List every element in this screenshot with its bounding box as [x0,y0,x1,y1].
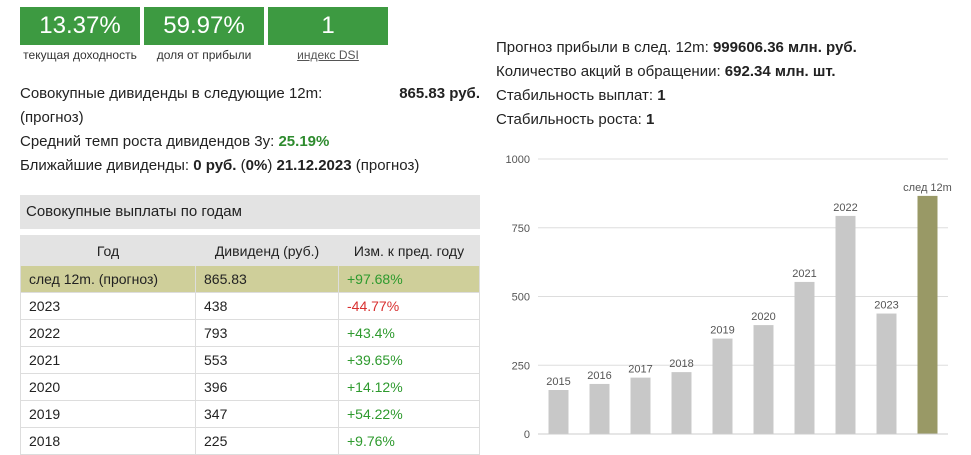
bar-category-label: 2021 [792,268,816,280]
metric-label: доля от прибыли [156,48,252,62]
payment-stability-line: Стабильность выплат: 1 [496,84,857,108]
year-cell: 2019 [20,400,196,428]
y-tick-label: 1000 [506,154,530,166]
table-header-row: Год Дивиденд (руб.) Изм. к пред. году [20,235,480,266]
metric-value: 1 [268,7,388,45]
next-dividend-line: Ближайшие дивиденды: 0 руб. (0%) 21.12.2… [20,157,420,174]
col-year-header: Год [20,235,196,266]
metric-value: 59.97% [144,7,264,45]
payouts-table: Год Дивиденд (руб.) Изм. к пред. году сл… [20,235,480,455]
shares-label: Количество акций в обращении: [496,63,721,80]
dividend-cell: 225 [195,427,339,455]
payment-stability-value: 1 [657,87,666,104]
payouts-table-title: Совокупные выплаты по годам [20,195,480,229]
profit-value: 999606.36 млн. руб. [712,39,857,56]
year-cell: след 12m. (прогноз) [20,265,196,293]
dividend-cell: 865.83 [195,265,339,293]
bar-category-label: 2017 [628,364,652,376]
dividend-cell: 396 [195,373,339,401]
year-cell: 2023 [20,292,196,320]
year-cell: 2020 [20,373,196,401]
table-row: след 12m. (прогноз) 865.83 +97.68% [20,265,480,293]
col-dividend-header: Дивиденд (руб.) [195,235,339,266]
change-cell: -44.77% [338,292,480,320]
dividend-cell: 347 [195,400,339,428]
next-label: Ближайшие дивиденды: [20,157,190,174]
shares-value: 692.34 млн. шт. [724,63,836,80]
change-cell: +14.12% [338,373,480,401]
div12-line: Совокупные дивиденды в следующие 12m: 86… [20,82,480,106]
bar-category-label: 2022 [833,202,857,214]
table-row: 2022 793 +43.4% [20,319,480,347]
next-note: (прогноз) [355,157,420,174]
growth-stability-line: Стабильность роста: 1 [496,108,857,132]
y-tick-label: 500 [512,292,530,304]
dividends-bar-chart: 0 250 500 750 1000 2015 2016 2017 2018 2019 2020 20… [506,154,952,441]
growth-stability-value: 1 [645,111,655,128]
metric-current-yield: 13.37% текущая доходность [20,7,140,62]
dividend-cell: 793 [195,319,339,347]
metric-value: 13.37% [20,7,140,45]
profit-label: Прогноз прибыли в след. 12m: [496,39,709,56]
next-amount: 0 руб. [193,157,237,174]
y-tick-label: 250 [512,360,530,372]
dividend-cell: 553 [195,346,339,374]
bar [671,372,692,434]
col-change-header: Изм. к пред. году [338,235,480,266]
div12-label: Совокупные дивиденды в следующие 12m: [20,85,323,102]
change-cell: +97.68% [338,265,480,293]
profit-forecast-line: Прогноз прибыли в след. 12m: 999606.36 м… [496,36,857,60]
bar [630,377,651,434]
table-row: 2018 225 +9.76% [20,427,480,455]
table-row: 2019 347 +54.22% [20,400,480,428]
growth-stability-label: Стабильность роста: [496,111,642,128]
year-cell: 2018 [20,427,196,455]
bar-category-label: 2015 [546,376,570,388]
bar-category-label: 2020 [751,311,775,323]
table-row: 2021 553 +39.65% [20,346,480,374]
year-cell: 2021 [20,346,196,374]
bar [712,338,733,434]
bar-category-label: 2019 [710,325,734,337]
bar [876,313,897,434]
bar [548,390,569,434]
growth-value: 25.19% [278,133,330,150]
change-cell: +43.4% [338,319,480,347]
bar-category-label: 2023 [874,300,898,312]
dividend-info: Совокупные дивиденды в следующие 12m: 86… [20,82,480,178]
next-date: 21.12.2023 [276,157,352,174]
change-cell: +39.65% [338,346,480,374]
y-tick-label: 750 [512,223,530,235]
growth-label: Средний темп роста дивидендов 3y: [20,133,275,150]
growth-line: Средний темп роста дивидендов 3y: 25.19% [20,130,480,154]
change-cell: +9.76% [338,427,480,455]
shares-line: Количество акций в обращении: 692.34 млн… [496,60,857,84]
dividend-cell: 438 [195,292,339,320]
metric-label: текущая доходность [23,48,137,62]
bar-category-label: след 12m [903,182,952,194]
bar [794,281,815,434]
table-row: 2023 438 -44.77% [20,292,480,320]
next-pct: 0% [245,157,268,174]
metric-dsi-index: 1 индекс DSI [268,7,388,62]
year-cell: 2022 [20,319,196,347]
table-row: 2020 396 +14.12% [20,373,480,401]
y-tick-label: 0 [524,429,530,441]
dsi-index-link[interactable]: индекс DSI [297,48,359,62]
bar-category-label: 2018 [669,358,693,370]
bar-category-label: 2016 [587,370,611,382]
change-cell: +54.22% [338,400,480,428]
company-info: Прогноз прибыли в след. 12m: 999606.36 м… [496,36,857,132]
div12-note: (прогноз) [20,109,84,126]
bar [753,325,774,434]
payment-stability-label: Стабильность выплат: [496,87,654,104]
div12-value: 865.83 руб. [399,85,480,102]
bar [835,215,856,434]
bar [917,195,938,434]
metric-payout-ratio: 59.97% доля от прибыли [144,7,264,62]
bar [589,383,610,434]
